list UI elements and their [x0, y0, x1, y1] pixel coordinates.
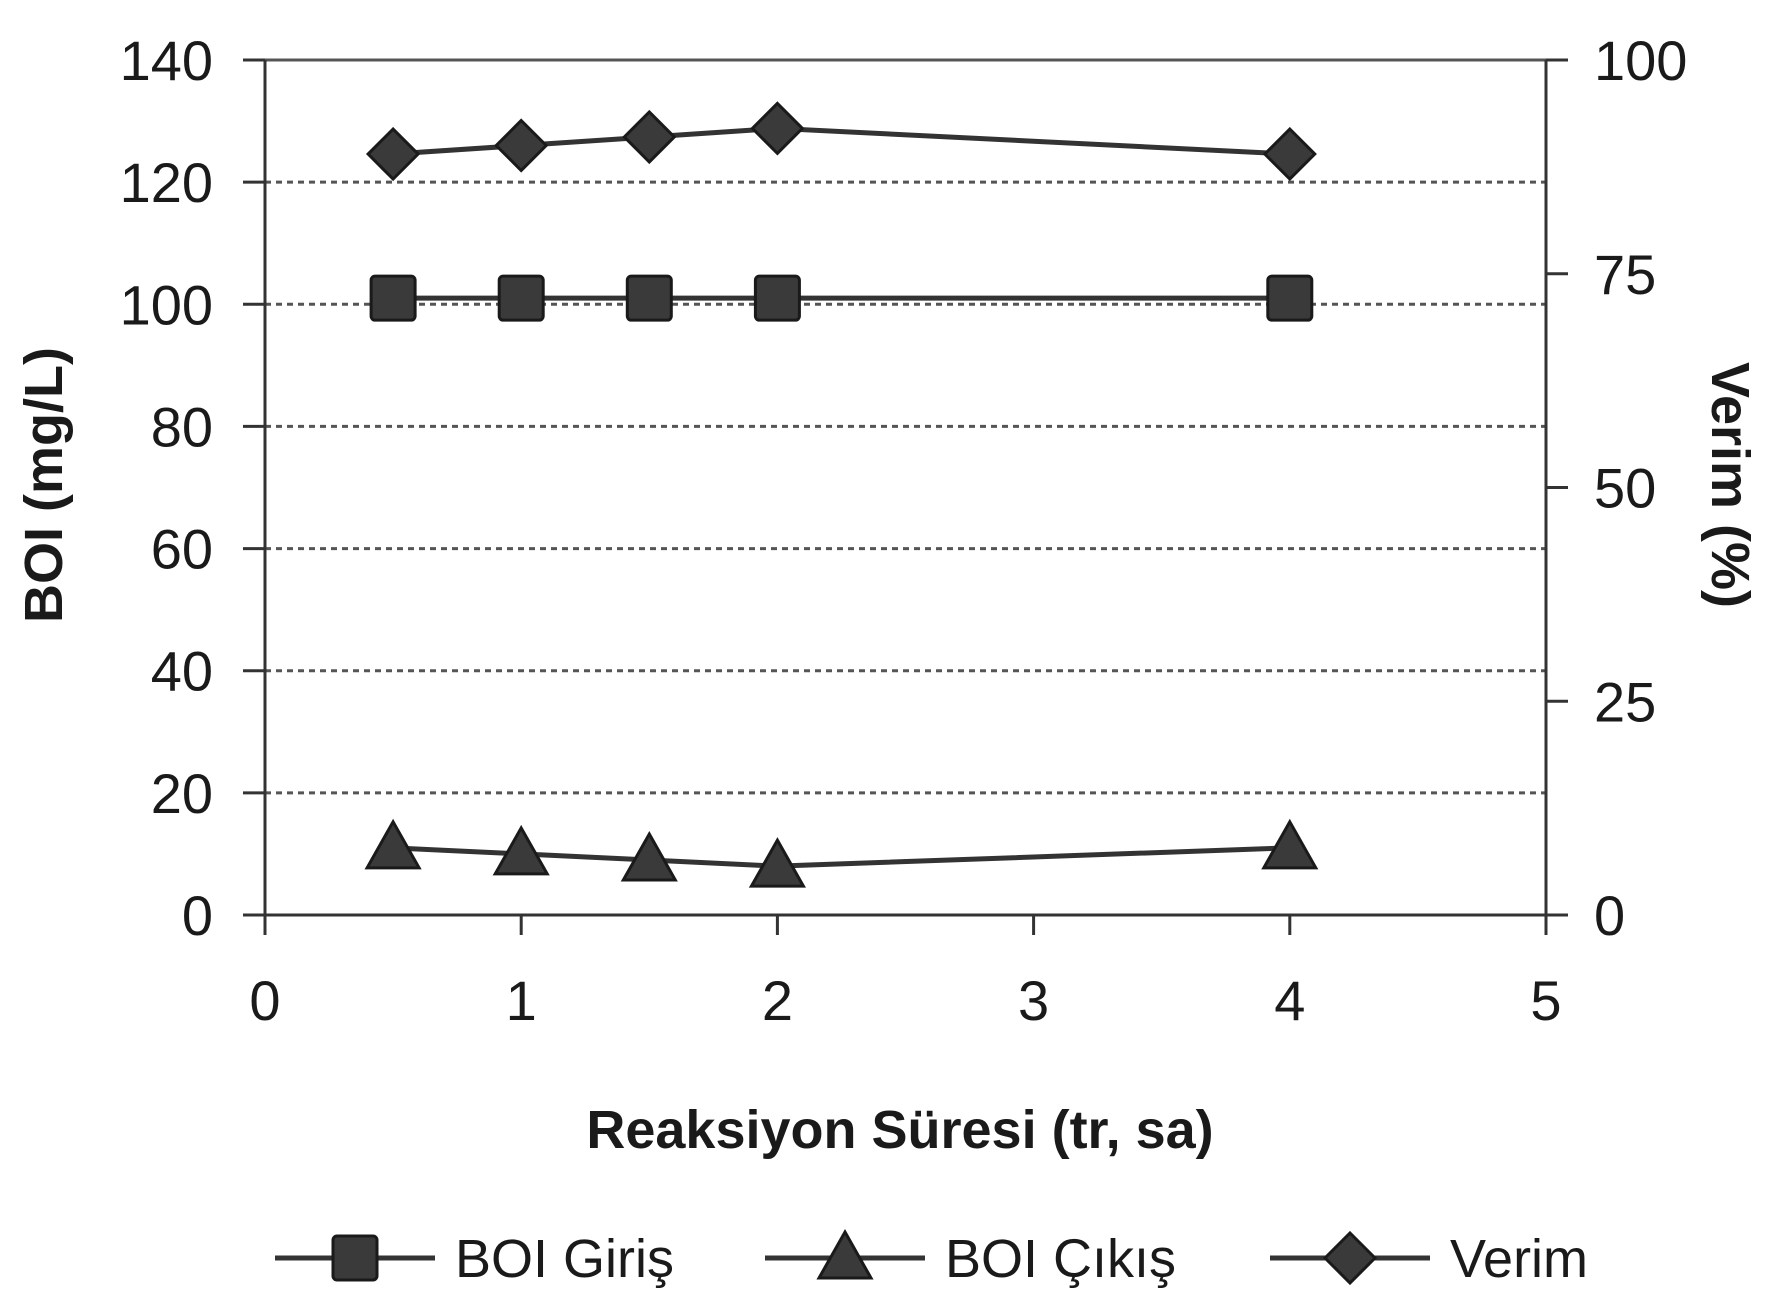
axes — [243, 58, 1568, 935]
data-point — [1261, 818, 1319, 870]
grid-lines — [265, 58, 1546, 795]
x-tick-label: 1 — [506, 969, 537, 1032]
x-axis-title: Reaksiyon Süresi (tr, sa) — [586, 1100, 1213, 1160]
y-axis-title: BOI (mg/L) — [14, 347, 74, 623]
legend-marker — [1322, 1230, 1378, 1286]
y-tick-label: 20 — [151, 762, 213, 825]
data-point — [620, 830, 678, 882]
y2-tick-label: 75 — [1594, 243, 1656, 306]
y-tick-label: 0 — [182, 884, 213, 947]
data-point — [369, 274, 417, 322]
data-point — [492, 824, 550, 876]
x-tick-label: 2 — [762, 969, 793, 1032]
data-point — [1262, 126, 1317, 182]
legend-label: BOI Giriş — [455, 1229, 674, 1289]
legend-marker — [331, 1234, 379, 1282]
y2-tick-label: 50 — [1594, 457, 1656, 520]
data-point — [365, 126, 421, 182]
x-tick-label: 0 — [249, 969, 280, 1032]
data-point — [622, 109, 677, 165]
legend: BOI Giriş BOI Çıkış Verim — [275, 1228, 1588, 1289]
data-point — [750, 101, 805, 156]
x-tick-label: 4 — [1274, 969, 1305, 1032]
plot-area — [364, 101, 1319, 888]
y2-tick-label: 100 — [1594, 29, 1687, 92]
data-point — [1266, 274, 1314, 322]
legend-label: Verim — [1450, 1229, 1588, 1289]
data-point — [364, 818, 422, 870]
data-point — [753, 274, 801, 322]
y-tick-label: 40 — [151, 640, 213, 703]
y-tick-label: 120 — [120, 151, 213, 214]
y2-tick-label: 0 — [1594, 884, 1625, 947]
legend-marker — [816, 1228, 874, 1280]
data-point — [625, 274, 673, 322]
data-point — [494, 118, 549, 173]
x-tick-label: 3 — [1018, 969, 1049, 1032]
data-point — [497, 274, 545, 322]
y2-axis-title: Verim (%) — [1700, 362, 1760, 608]
tick-labels: 0 20 40 60 80 100 120 140 0 25 50 75 100 0 1 2 3 4 5 — [120, 29, 1688, 1032]
y2-tick-label: 25 — [1594, 670, 1656, 733]
y-tick-label: 60 — [151, 518, 213, 581]
data-point — [748, 837, 806, 888]
y-tick-label: 140 — [120, 29, 213, 92]
y-tick-label: 100 — [120, 273, 213, 336]
x-tick-label: 5 — [1530, 969, 1561, 1032]
legend-label: BOI Çıkış — [945, 1229, 1176, 1289]
y-tick-label: 80 — [151, 395, 213, 458]
